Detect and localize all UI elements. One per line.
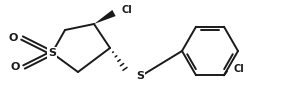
Text: O: O xyxy=(11,62,20,72)
Text: Cl: Cl xyxy=(233,64,244,74)
Polygon shape xyxy=(94,10,116,24)
Text: S: S xyxy=(136,71,144,81)
Text: O: O xyxy=(9,33,18,43)
Text: S: S xyxy=(48,48,56,58)
Text: Cl: Cl xyxy=(122,5,133,15)
